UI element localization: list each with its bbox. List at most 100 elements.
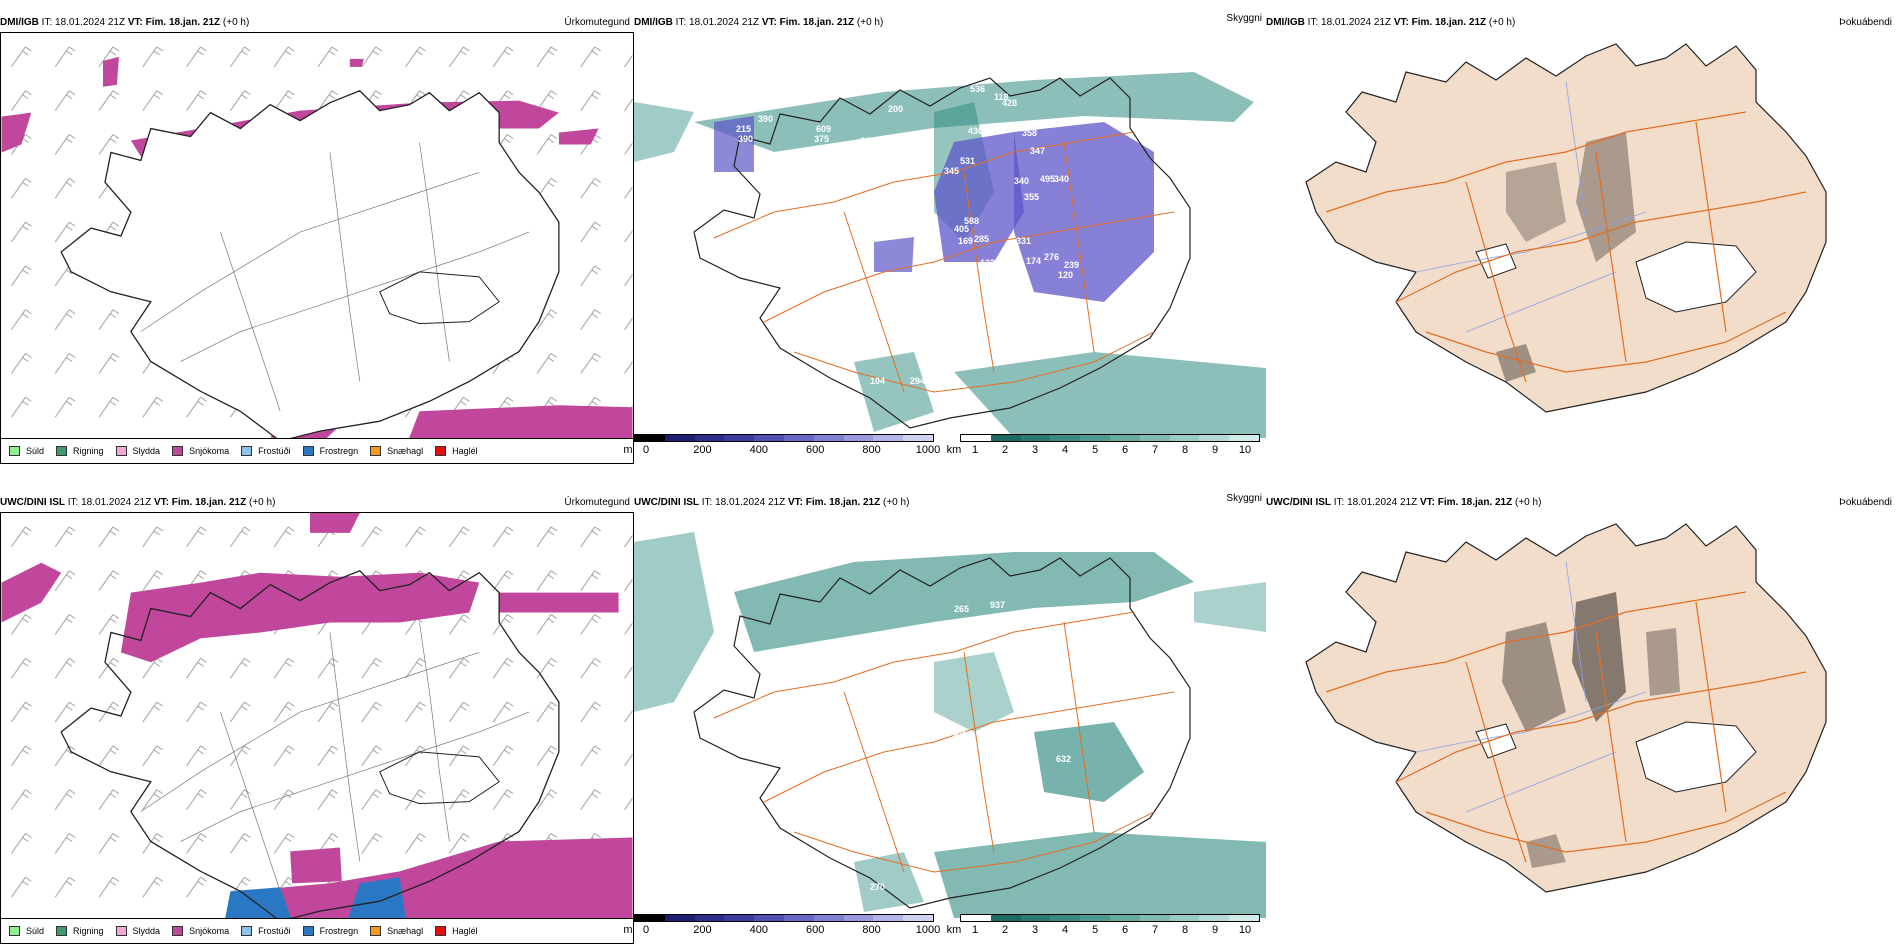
scale-tick: 8 bbox=[1181, 444, 1189, 456]
glacier-outline bbox=[379, 271, 500, 325]
sky-map[interactable]: 190 215 390 390 609 375 300 200 459 536 118 428 430 3… bbox=[634, 32, 1266, 438]
visibility-label: 531 bbox=[960, 156, 975, 166]
it-label: IT: bbox=[41, 17, 53, 28]
panel-title: Úrkomutegund bbox=[564, 497, 630, 508]
vt-value: Fim. 18.jan. 21Z bbox=[1437, 497, 1513, 508]
model-name: DMI/IGB bbox=[1266, 17, 1305, 28]
legend-label: Frostúði bbox=[258, 446, 291, 456]
visibility-label: 82 bbox=[728, 200, 738, 210]
very-low-visibility-areas bbox=[714, 116, 1154, 302]
panel-header: DMI/IGB IT: 18.01.2024 21Z VT: Fim. 18.j… bbox=[634, 13, 1266, 32]
scale-km-ticks: km 1 2 3 4 5 6 7 8 9 10 bbox=[947, 444, 1260, 458]
sky-map-svg: 265 937 906 632 270 bbox=[634, 532, 1266, 918]
legend-item-frostregn: Frostregn bbox=[302, 446, 358, 456]
snow-areas bbox=[1, 513, 633, 943]
legend-swatch bbox=[115, 926, 127, 936]
model-name: DMI/IGB bbox=[634, 17, 673, 28]
scale-tick: 10 bbox=[1238, 444, 1252, 456]
scale-tick: 200 bbox=[693, 924, 712, 936]
scale-tick: 2 bbox=[1001, 444, 1009, 456]
scale-tick: 6 bbox=[1121, 444, 1129, 456]
precip-map[interactable]: Súld Rigning Slydda Snjókoma Frostúði Frostre… bbox=[0, 32, 634, 464]
scale-tick: 400 bbox=[749, 444, 768, 456]
scale-tick: 0 bbox=[642, 444, 650, 456]
it-label: IT: bbox=[1333, 497, 1345, 508]
row1-sky-panel: DMI/IGB IT: 18.01.2024 21Z VT: Fim. 18.j… bbox=[623, 13, 1330, 464]
vt-label: VT: bbox=[787, 497, 803, 508]
panel-header: DMI/IGB IT: 18.01.2024 21Z VT: Fim. 18.j… bbox=[1266, 14, 1900, 32]
vt-value: Fim. 18.jan. 21Z bbox=[779, 17, 855, 28]
scale-tick: 6 bbox=[1121, 924, 1129, 936]
legend-item-snjókoma: Snjókoma bbox=[172, 926, 229, 936]
row1-fog-panel: DMI/IGB IT: 18.01.2024 21Z VT: Fim. 18.j… bbox=[1266, 14, 1900, 464]
fog-map-svg bbox=[1305, 43, 1827, 413]
panel-header: DMI/IGB IT: 18.01.2024 21Z VT: Fim. 18.j… bbox=[0, 14, 634, 32]
legend-item-frostregn: Frostregn bbox=[302, 926, 358, 936]
vt-label: VT: bbox=[1393, 17, 1409, 28]
legend-swatch bbox=[9, 446, 20, 456]
precip-map-svg bbox=[1, 33, 633, 463]
vt-label: VT: bbox=[153, 497, 169, 508]
legend-swatch bbox=[435, 926, 447, 936]
legend-swatch bbox=[370, 926, 382, 936]
it-label: IT: bbox=[67, 497, 79, 508]
legend-label: Rigning bbox=[73, 926, 104, 936]
visibility-label: 123 bbox=[980, 258, 995, 268]
visibility-label: 231 bbox=[916, 234, 931, 244]
visibility-label: 169 bbox=[958, 236, 973, 246]
visibility-label: 355 bbox=[1024, 192, 1039, 202]
scale-tick: 0 bbox=[642, 924, 650, 936]
visibility-label: 358 bbox=[1022, 128, 1037, 138]
precip-map[interactable]: Súld Rigning Slydda Snjókoma Frostúði Frostre… bbox=[0, 512, 634, 944]
visibility-label: 937 bbox=[990, 600, 1005, 610]
panel-header: UWC/DINI ISL IT: 18.01.2024 21Z VT: Fim.… bbox=[0, 494, 634, 512]
legend-item-rigning: Rigning bbox=[56, 446, 104, 456]
scale-tick: 3 bbox=[1031, 444, 1039, 456]
legend-swatch bbox=[435, 446, 447, 456]
legend-swatch bbox=[370, 446, 382, 456]
visibility-label: 200 bbox=[888, 104, 903, 114]
visibility-label: 405 bbox=[954, 224, 969, 234]
iceland-roads bbox=[140, 142, 530, 412]
lead-time: (+0 h) bbox=[883, 497, 910, 508]
scale-tick: 4 bbox=[1061, 924, 1069, 936]
lead-time: (+0 h) bbox=[856, 17, 884, 28]
visibility-label: 300 bbox=[860, 136, 875, 146]
fog-map[interactable] bbox=[1266, 512, 1900, 944]
legend-swatch bbox=[56, 446, 68, 456]
visibility-label: 174 bbox=[1026, 256, 1041, 266]
visibility-label: 120 bbox=[1058, 270, 1073, 280]
legend-label: Snjókoma bbox=[189, 446, 230, 456]
it-value: 18.01.2024 21Z bbox=[55, 17, 126, 28]
iceland-coastline bbox=[693, 557, 1191, 909]
iceland-roads bbox=[140, 622, 530, 892]
iceland-coastline bbox=[60, 569, 560, 922]
glacier bbox=[1635, 241, 1757, 313]
legend-swatch bbox=[241, 446, 253, 456]
scale-tick: 3 bbox=[1031, 924, 1039, 936]
lead-time: (+0 h) bbox=[222, 17, 250, 28]
legend-label: Slydda bbox=[132, 446, 161, 456]
fog-map[interactable] bbox=[1266, 32, 1900, 464]
legend-label: Snjókoma bbox=[189, 926, 230, 936]
visibility-label: 104 bbox=[870, 376, 885, 386]
lead-time: (+0 h) bbox=[249, 497, 276, 508]
visibility-label: 588 bbox=[964, 216, 979, 226]
legend-swatch bbox=[302, 926, 314, 936]
visibility-label: 239 bbox=[1064, 260, 1079, 270]
scale-km-bar bbox=[960, 434, 1260, 442]
legend-swatch bbox=[172, 446, 184, 456]
precip-legend: Súld Rigning Slydda Snjókoma Frostúði Frostre… bbox=[1, 438, 633, 463]
visibility-label: 340 bbox=[1014, 176, 1029, 186]
legend-label: Frostúði bbox=[258, 926, 291, 936]
visibility-label: 223 bbox=[990, 270, 1005, 280]
scale-m: m 0 200 400 600 800 1000 bbox=[623, 914, 940, 940]
scale-m-bar bbox=[634, 434, 934, 442]
scale-unit: km bbox=[946, 444, 962, 456]
panel-header: UWC/DINI ISL IT: 18.01.2024 21Z VT: Fim.… bbox=[1266, 494, 1900, 512]
scale-km-bar bbox=[960, 914, 1260, 922]
legend-label: Slydda bbox=[132, 926, 161, 936]
model-name: DMI/IGB bbox=[0, 17, 39, 28]
scale-km-ticks: km 1 2 3 4 5 6 7 8 9 10 bbox=[947, 924, 1260, 938]
sky-map[interactable]: 265 937 906 632 270 bbox=[634, 512, 1266, 918]
